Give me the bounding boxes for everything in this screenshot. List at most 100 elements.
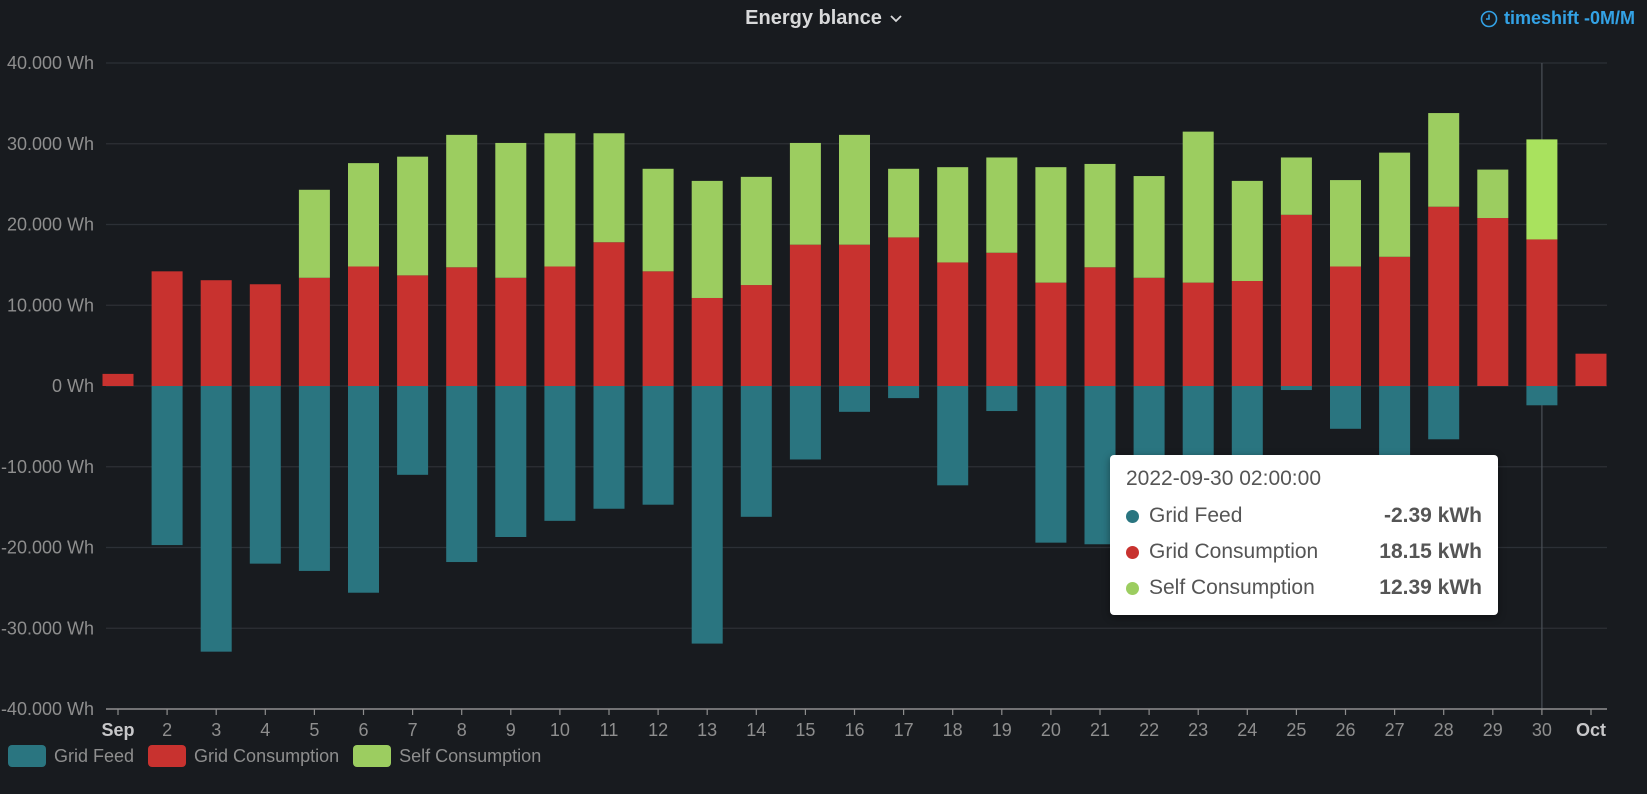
x-tick-label: 15 bbox=[795, 720, 815, 740]
x-tick-label: 16 bbox=[844, 720, 864, 740]
bar-grid-consumption bbox=[1379, 256, 1411, 386]
y-tick-label: -40.000 Wh bbox=[1, 699, 94, 719]
y-tick-label: 30.000 Wh bbox=[7, 134, 94, 154]
bar-grid-consumption bbox=[740, 285, 772, 386]
x-tick-label: 27 bbox=[1385, 720, 1405, 740]
bar-self-consumption bbox=[1477, 169, 1509, 219]
bar-grid-consumption bbox=[1575, 353, 1607, 386]
bar-grid-feed bbox=[348, 386, 379, 593]
bar-grid-feed bbox=[1526, 386, 1558, 406]
y-tick-label: 40.000 Wh bbox=[7, 53, 94, 73]
legend-label-grid-feed: Grid Feed bbox=[54, 745, 135, 766]
tooltip-value: 18.15 kWh bbox=[1379, 540, 1482, 563]
bar-grid-consumption bbox=[1330, 266, 1361, 386]
tooltip-name: Self Consumption bbox=[1149, 576, 1315, 599]
legend-item-grid-feed[interactable]: Grid Feed bbox=[8, 745, 134, 767]
bar-self-consumption bbox=[740, 176, 772, 286]
legend-item-grid-consumption[interactable]: Grid Consumption bbox=[148, 745, 339, 767]
y-tick-label: -10.000 Wh bbox=[1, 457, 94, 477]
bar-self-consumption bbox=[789, 142, 821, 245]
bar-grid-consumption bbox=[249, 284, 281, 386]
x-tick-label: 20 bbox=[1041, 720, 1061, 740]
chevron-down-icon bbox=[890, 14, 902, 22]
timeshift-indicator[interactable]: timeshift -0M/M bbox=[1480, 8, 1635, 29]
tooltip-name: Grid Consumption bbox=[1149, 540, 1319, 563]
bar-grid-feed bbox=[986, 386, 1018, 412]
tooltip-dot-self-consumption bbox=[1126, 581, 1139, 595]
tooltip-value: 12.39 kWh bbox=[1379, 576, 1482, 599]
legend-item-self-consumption[interactable]: Self Consumption bbox=[353, 745, 541, 767]
bar-self-consumption bbox=[642, 168, 674, 272]
bar-grid-feed bbox=[593, 386, 625, 509]
tooltip-name: Grid Feed bbox=[1149, 504, 1243, 527]
legend-swatch-grid-consumption bbox=[148, 745, 187, 767]
bar-grid-consumption bbox=[348, 266, 379, 386]
x-tick-label: 26 bbox=[1335, 720, 1355, 740]
x-tick-label: 11 bbox=[600, 720, 619, 740]
x-tick-label: 9 bbox=[506, 720, 516, 740]
legend-swatch-self-consumption bbox=[353, 745, 392, 767]
bar-grid-consumption bbox=[1280, 214, 1312, 386]
bar-grid-feed bbox=[1428, 386, 1460, 440]
x-tick-label: 18 bbox=[943, 720, 963, 740]
bar-grid-consumption bbox=[1182, 282, 1214, 386]
bar-grid-consumption bbox=[1231, 281, 1263, 386]
bar-grid-consumption bbox=[446, 267, 478, 386]
tooltip-dot-grid-feed bbox=[1126, 509, 1139, 523]
bar-self-consumption bbox=[593, 133, 625, 243]
legend-label-grid-consumption: Grid Consumption bbox=[194, 745, 340, 766]
bar-grid-consumption bbox=[593, 242, 625, 386]
bar-grid-consumption bbox=[937, 262, 969, 386]
bar-grid-feed bbox=[544, 386, 576, 521]
panel-header: Energy blance timeshift -0M/M bbox=[0, 0, 1647, 38]
bar-grid-feed bbox=[1182, 386, 1214, 467]
bar-grid-feed bbox=[249, 386, 281, 564]
bar-grid-consumption bbox=[839, 244, 870, 386]
bar-grid-feed bbox=[151, 386, 183, 546]
bar-self-consumption bbox=[691, 180, 723, 298]
bar-self-consumption bbox=[986, 157, 1018, 253]
bar-self-consumption bbox=[888, 168, 920, 238]
bar-grid-consumption bbox=[200, 280, 232, 386]
bar-grid-feed bbox=[1379, 386, 1411, 463]
tooltip-dot-grid-consumption bbox=[1126, 545, 1139, 559]
panel-title-menu[interactable]: Energy blance bbox=[745, 7, 902, 30]
x-tick-label: 7 bbox=[408, 720, 418, 740]
bar-self-consumption bbox=[348, 163, 379, 267]
bar-grid-consumption bbox=[102, 373, 134, 386]
tooltip-row-grid-feed: Grid Feed -2.39 kWh bbox=[1126, 498, 1482, 534]
bar-self-consumption bbox=[1280, 157, 1312, 215]
bar-self-consumption bbox=[495, 142, 527, 278]
timeshift-label: timeshift -0M/M bbox=[1503, 8, 1635, 28]
bar-grid-consumption bbox=[986, 252, 1018, 386]
bar-self-consumption bbox=[446, 134, 478, 268]
bar-grid-consumption bbox=[397, 275, 429, 386]
x-tick-label: Oct bbox=[1576, 720, 1606, 740]
tooltip-value: -2.39 kWh bbox=[1383, 504, 1482, 527]
bar-grid-feed bbox=[691, 386, 723, 644]
x-tick-label: 8 bbox=[457, 720, 467, 740]
tooltip-row-grid-consumption: Grid Consumption 18.15 kWh bbox=[1126, 534, 1482, 570]
x-tick-label: 21 bbox=[1090, 720, 1110, 740]
bar-grid-consumption bbox=[888, 237, 920, 386]
tooltip-time: 2022-09-30 02:00:00 bbox=[1126, 467, 1321, 490]
bar-self-consumption bbox=[1231, 180, 1263, 282]
bar-grid-feed bbox=[200, 386, 232, 652]
bar-self-consumption bbox=[1428, 113, 1460, 207]
tooltip-row-self-consumption: Self Consumption 12.39 kWh bbox=[1126, 570, 1482, 606]
bar-grid-feed bbox=[789, 386, 821, 460]
x-tick-label: 29 bbox=[1483, 720, 1503, 740]
bar-grid-feed bbox=[1231, 386, 1263, 466]
x-tick-label: 5 bbox=[309, 720, 319, 740]
clock-icon bbox=[1480, 10, 1498, 27]
x-tick-label: 17 bbox=[894, 720, 914, 740]
bar-grid-consumption bbox=[1133, 277, 1165, 386]
legend-swatch-grid-feed bbox=[8, 745, 46, 767]
bar-self-consumption bbox=[839, 134, 870, 245]
x-tick-label: 25 bbox=[1286, 720, 1306, 740]
bar-grid-feed bbox=[642, 386, 674, 505]
bar-grid-consumption bbox=[1084, 267, 1116, 386]
bar-grid-feed bbox=[937, 386, 969, 486]
